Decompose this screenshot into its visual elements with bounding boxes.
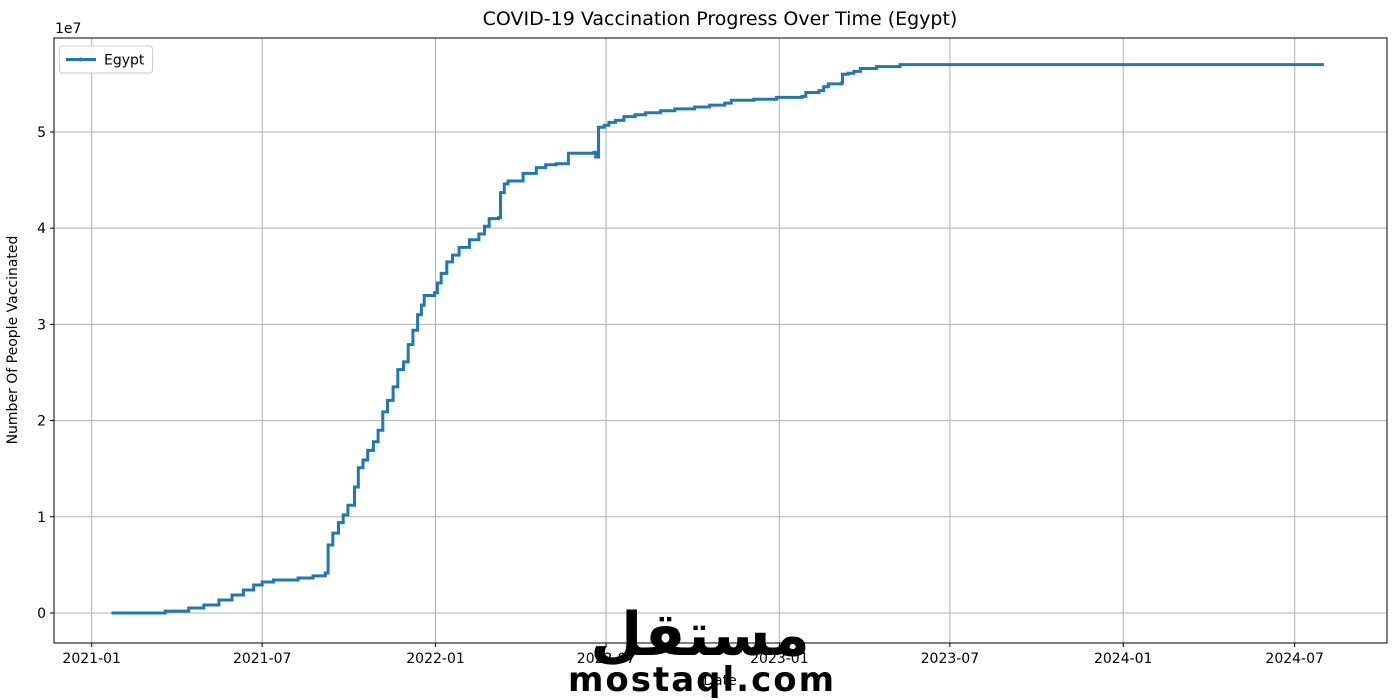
x-tick-label: 2022-01 <box>406 651 465 667</box>
watermark-arabic-text: مستقل <box>590 600 809 670</box>
x-tick-label: 2021-01 <box>62 651 121 667</box>
x-tick-label: 2023-01 <box>750 651 809 667</box>
watermark-latin-text: mostaql.com <box>568 660 836 700</box>
legend-label: Egypt <box>104 53 145 69</box>
x-tick-label: 2024-01 <box>1094 651 1153 667</box>
axis-ticks: 2021-01 2021-07 2022-01 2022-07 2023-01 2023-… <box>37 125 1324 667</box>
x-tick-label: 2022-07 <box>577 651 636 667</box>
x-axis-label: Date <box>703 673 736 689</box>
legend-box <box>59 45 153 74</box>
legend: Egypt <box>59 45 153 74</box>
y-tick-label: 3 <box>37 317 46 333</box>
watermark: مستقل mostaql.com <box>568 600 836 700</box>
y-axis-label: Number Of People Vaccinated <box>5 236 21 445</box>
series-line-egypt <box>111 63 1324 615</box>
y-tick-label: 1 <box>37 510 46 526</box>
y-tick-label: 2 <box>37 414 46 430</box>
y-tick-label: 5 <box>37 125 46 141</box>
plot-border <box>53 37 1388 644</box>
x-tick-label: 2024-07 <box>1265 651 1324 667</box>
y-tick-label: 0 <box>37 606 46 622</box>
grid-lines <box>54 38 1387 643</box>
x-tick-label: 2023-07 <box>921 651 980 667</box>
y-axis-offset-text: 1e7 <box>55 21 81 37</box>
chart-title: COVID-19 Vaccination Progress Over Time … <box>483 8 958 30</box>
y-tick-label: 4 <box>37 221 46 237</box>
x-tick-label: 2021-07 <box>233 651 292 667</box>
legend-marker-dot <box>79 57 83 62</box>
